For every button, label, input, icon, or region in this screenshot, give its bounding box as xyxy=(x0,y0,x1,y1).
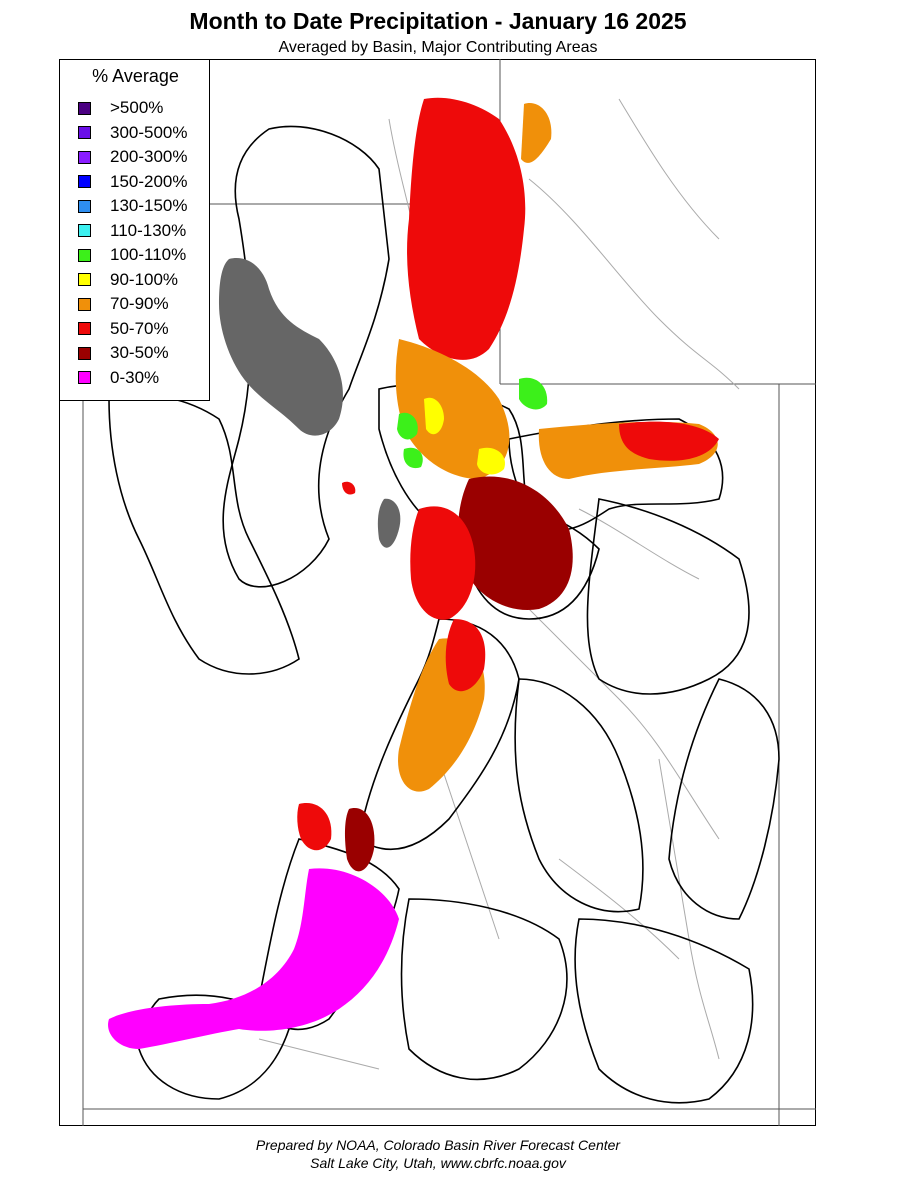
footer-location: Salt Lake City, Utah, www.cbrfc.noaa.gov xyxy=(310,1155,566,1171)
legend-item: 130-150% xyxy=(78,196,188,216)
legend-item: 70-90% xyxy=(78,294,169,314)
legend-label: 70-90% xyxy=(110,294,169,313)
legend-swatch xyxy=(78,126,91,139)
legend-label: 0-30% xyxy=(110,367,160,387)
map-subtitle: Averaged by Basin, Major Contributing Ar… xyxy=(278,39,598,56)
legend-swatch xyxy=(78,224,91,237)
legend-swatch xyxy=(78,297,91,311)
legend-label: 130-150% xyxy=(110,196,188,215)
legend-swatch xyxy=(78,322,91,335)
legend-swatch xyxy=(78,150,91,164)
legend-item: 150-200% xyxy=(78,172,188,192)
legend-label: 90-100% xyxy=(110,269,179,289)
legend-swatch xyxy=(78,101,91,115)
map-legend: % Average >500% 300-500% 200-300% 150-20… xyxy=(59,59,210,401)
legend-item: 200-300% xyxy=(78,147,188,167)
legend-item: 90-100% xyxy=(78,270,178,290)
legend-item: 50-70% xyxy=(78,319,169,339)
legend-item: 100-110% xyxy=(78,245,186,265)
map-title: Month to Date Precipitation - January 16… xyxy=(189,8,687,34)
precipitation-map xyxy=(82,59,816,1126)
legend-swatch xyxy=(78,199,91,213)
legend-swatch xyxy=(78,346,91,360)
legend-item: 30-50% xyxy=(78,343,169,363)
legend-label: 110-130% xyxy=(110,220,187,240)
legend-label: 50-70% xyxy=(110,318,169,338)
footer-credit: Prepared by NOAA, Colorado Basin River F… xyxy=(255,1137,621,1153)
legend-swatch xyxy=(78,273,91,286)
legend-item: >500% xyxy=(78,98,163,118)
legend-swatch xyxy=(78,371,91,384)
legend-label: 100-110% xyxy=(110,245,187,264)
legend-label: 150-200% xyxy=(110,171,188,191)
legend-label: 200-300% xyxy=(110,147,188,166)
legend-label: 300-500% xyxy=(110,122,188,142)
legend-label: >500% xyxy=(110,98,164,117)
legend-swatch xyxy=(78,175,91,188)
legend-title: % Average xyxy=(92,66,179,86)
legend-item: 300-500% xyxy=(78,123,188,143)
legend-swatch xyxy=(78,248,91,262)
precip-regions xyxy=(108,97,719,1049)
legend-item: 110-130% xyxy=(78,221,186,241)
legend-label: 30-50% xyxy=(110,343,169,362)
legend-item: 0-30% xyxy=(78,368,159,388)
